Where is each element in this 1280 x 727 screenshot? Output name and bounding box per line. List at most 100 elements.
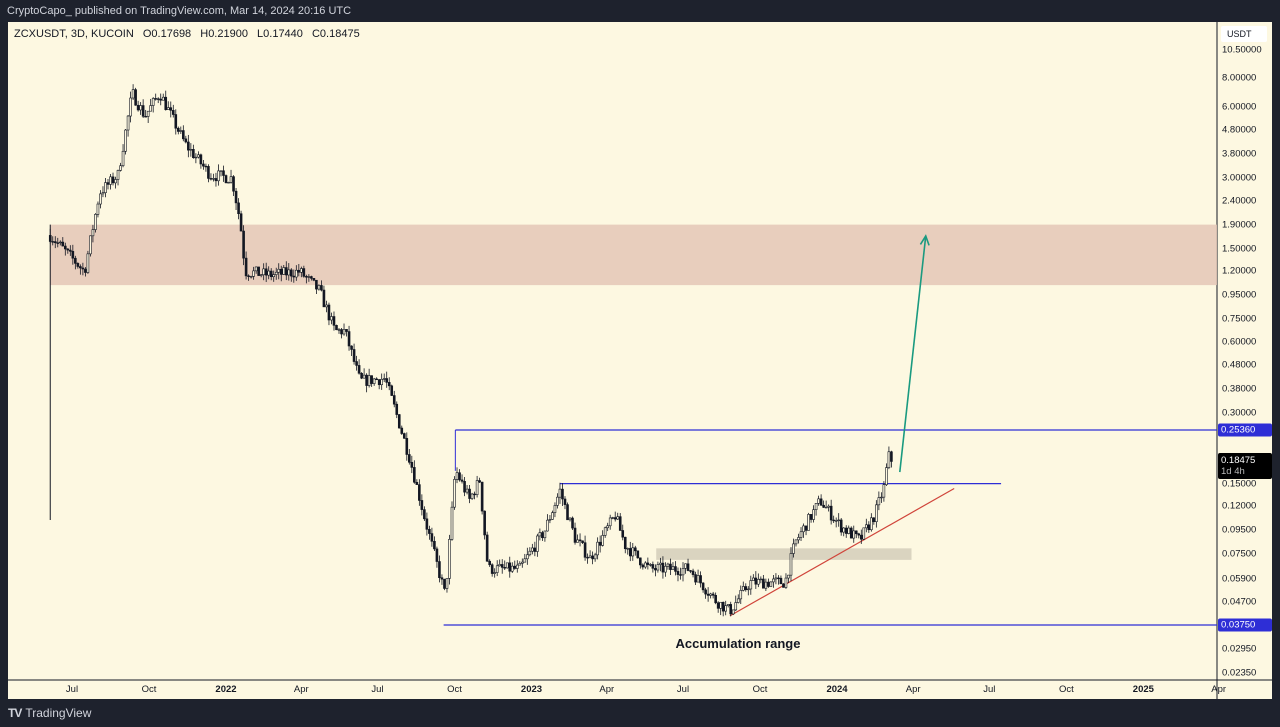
candle: [799, 531, 803, 538]
candle: [870, 517, 873, 531]
candle: [731, 609, 735, 615]
candle: [445, 578, 449, 589]
candle: [272, 274, 276, 278]
candle: [91, 229, 95, 237]
candle: [392, 395, 396, 405]
candle: [355, 361, 358, 366]
candle: [792, 543, 795, 554]
candle: [322, 289, 326, 308]
target-arrow: [898, 235, 927, 473]
candle: [101, 192, 105, 195]
time-tick: 2023: [520, 684, 543, 695]
candle: [194, 156, 198, 159]
candle: [71, 251, 75, 259]
candle: [269, 270, 273, 278]
candle: [664, 565, 667, 573]
candle: [854, 530, 858, 535]
candle: [510, 565, 514, 572]
candle: [58, 241, 62, 244]
price-tick: 10.50000: [1222, 44, 1262, 56]
candle: [335, 325, 338, 331]
legend-symbol[interactable]: ZCXUSDT, 3D, KUCOIN: [14, 28, 134, 40]
candle: [274, 271, 278, 275]
candle: [628, 548, 632, 557]
legend-low: L0.17440: [257, 28, 303, 40]
candle: [470, 493, 474, 499]
candle: [252, 270, 255, 277]
candle: [124, 129, 127, 152]
candle: [259, 274, 263, 276]
candle: [277, 268, 281, 273]
candle: [395, 403, 399, 415]
candle: [372, 378, 376, 384]
candle: [762, 578, 765, 589]
candle: [611, 517, 615, 519]
candle: [262, 268, 265, 276]
candle: [734, 602, 738, 611]
candle: [413, 467, 416, 483]
candle: [644, 562, 647, 568]
candle: [631, 547, 635, 557]
candle: [787, 574, 790, 579]
candle: [219, 170, 223, 172]
resistance-zone: [50, 224, 1217, 286]
candle: [478, 480, 481, 483]
candle: [684, 563, 687, 569]
candle: [179, 130, 183, 132]
price-tick: 0.60000: [1222, 336, 1257, 348]
candle: [224, 175, 228, 184]
last-price: 0.18475: [1221, 455, 1256, 466]
candle: [515, 564, 519, 569]
candle: [505, 562, 509, 569]
candle: [561, 488, 564, 500]
candle: [460, 479, 464, 482]
candle: [767, 581, 770, 587]
candle: [350, 345, 353, 350]
candle: [533, 547, 537, 552]
candle: [79, 266, 82, 269]
candle: [443, 578, 446, 589]
candle: [656, 564, 660, 571]
candle: [244, 257, 248, 277]
candle: [292, 275, 296, 278]
time-tick: 2024: [826, 684, 848, 695]
time-tick: Apr: [293, 684, 309, 695]
candle: [51, 241, 55, 243]
price-tick: 0.48000: [1222, 359, 1257, 371]
candle: [779, 577, 783, 585]
candle: [744, 586, 748, 590]
candle: [141, 105, 145, 117]
candle: [96, 203, 100, 215]
candle: [74, 257, 77, 264]
price-tick: 0.15000: [1222, 478, 1257, 490]
candle: [749, 580, 753, 590]
candle: [81, 267, 85, 270]
trendline: [729, 487, 955, 617]
candle: [438, 561, 441, 579]
price-tick: 0.05900: [1222, 573, 1257, 585]
time-tick: Jul: [371, 684, 384, 695]
candle: [473, 493, 476, 496]
candle: [772, 578, 775, 583]
tradingview-logo[interactable]: TV TradingView: [8, 706, 92, 720]
candle: [284, 267, 288, 276]
candle: [804, 525, 808, 531]
candle: [109, 176, 112, 185]
chart-panel[interactable]: [8, 22, 1272, 699]
candle: [824, 506, 828, 509]
candle: [754, 577, 758, 585]
candle: [686, 563, 690, 571]
candle: [340, 329, 343, 335]
candle: [86, 253, 90, 273]
candle: [129, 97, 132, 117]
candle: [48, 235, 52, 242]
candle: [488, 560, 491, 566]
candle: [503, 567, 507, 569]
candle: [596, 541, 599, 556]
currency-unit[interactable]: USDT: [1221, 26, 1267, 42]
candle: [408, 454, 411, 463]
candle: [382, 378, 386, 380]
candle: [528, 550, 532, 556]
candle: [184, 138, 188, 143]
